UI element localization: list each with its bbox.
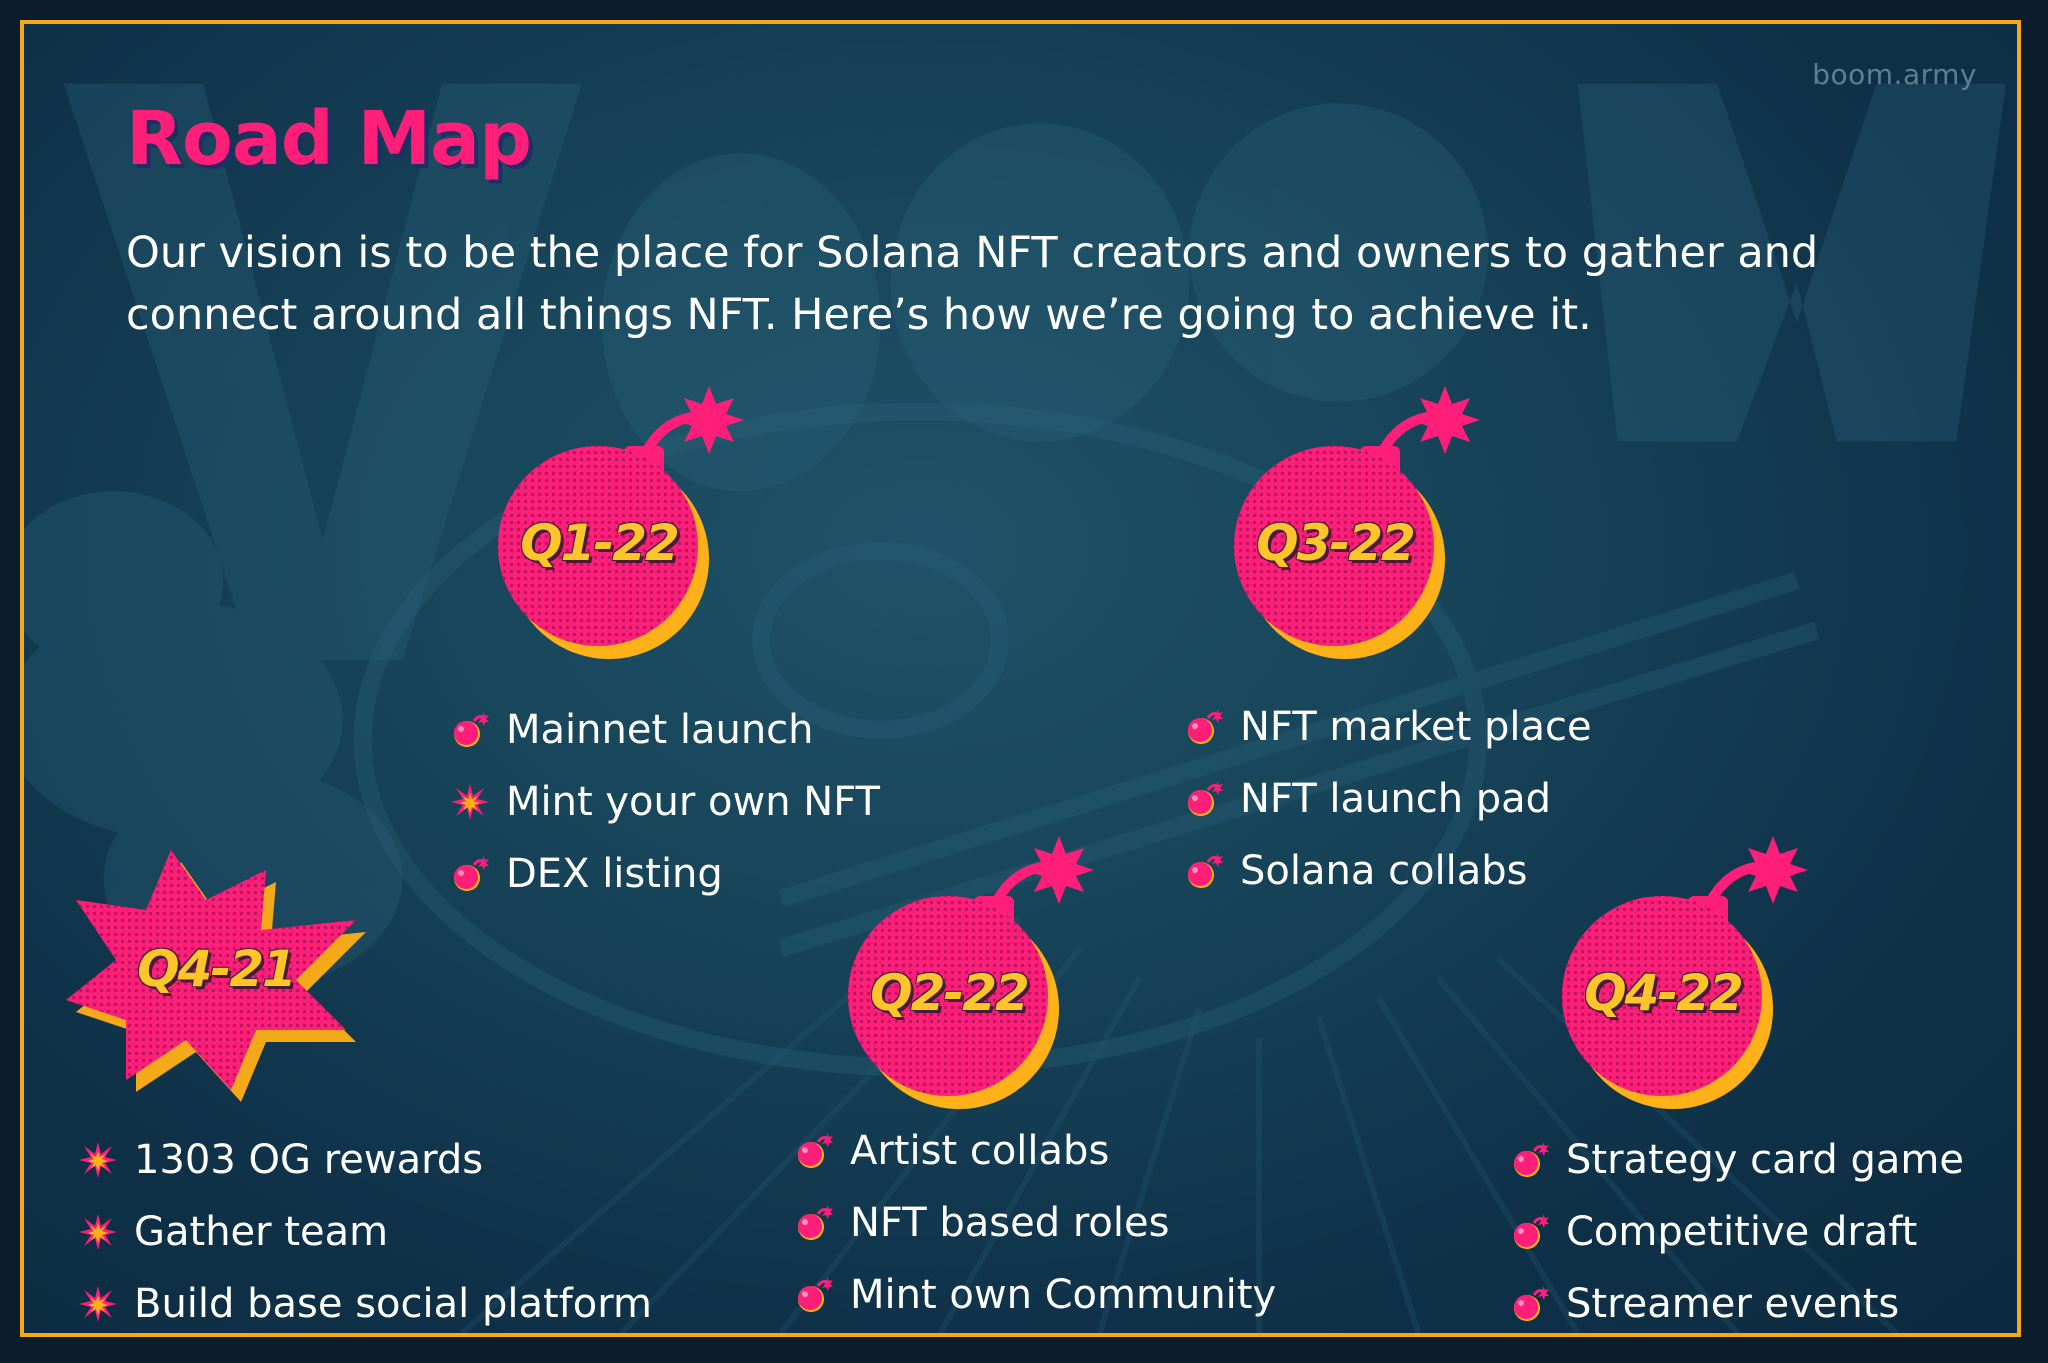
list-item: Mint own Community — [794, 1259, 1276, 1331]
badge-q3-22: Q3-22 — [1230, 386, 1530, 666]
item-label: Build base social platform — [134, 1281, 652, 1327]
item-label: Artist collabs — [850, 1128, 1110, 1174]
bomb-icon — [450, 710, 490, 750]
item-label: Competitive draft — [1566, 1209, 1918, 1255]
badge-label: Q3-22 — [1256, 514, 1416, 572]
item-label: Solana collabs — [1240, 848, 1528, 894]
intro-paragraph: Our vision is to be the place for Solana… — [126, 228, 1819, 340]
item-label: NFT based roles — [850, 1200, 1170, 1246]
background-vroom-art — [24, 83, 2007, 1333]
starburst-icon — [66, 850, 366, 1102]
item-label: NFT market place — [1240, 704, 1592, 750]
list-item: Solana collabs — [1184, 835, 1592, 907]
badge-label: Q2-22 — [870, 964, 1030, 1022]
list-item: Streamer events — [1510, 1268, 1964, 1333]
item-label: Mint own Community — [850, 1272, 1277, 1318]
burst-icon — [78, 1140, 118, 1180]
watermark-text: boom.army — [1812, 58, 1977, 91]
list-item: Competitive draft — [1510, 1196, 1964, 1268]
list-item: NFT based roles — [794, 1187, 1276, 1259]
item-label: DEX listing — [506, 851, 723, 897]
bomb-icon — [1184, 707, 1224, 747]
list-item: Build base social platform — [78, 1268, 652, 1333]
page-title: Road Map — [126, 96, 532, 182]
list-item: Gather team — [78, 1196, 652, 1268]
item-label: 1303 OG rewards — [134, 1137, 484, 1183]
burst-icon — [78, 1284, 118, 1324]
q2-22-list: Artist collabs NFT based roles Mint own … — [794, 1115, 1276, 1331]
q1-22-list: Mainnet launch Mint your own NFT DEX lis… — [450, 694, 880, 910]
bomb-icon — [794, 1203, 834, 1243]
bomb-icon — [1184, 779, 1224, 819]
q3-22-list: NFT market place NFT launch pad Solana c… — [1184, 691, 1592, 907]
badge-q2-22: Q2-22 — [844, 836, 1144, 1116]
list-item: Mainnet launch — [450, 694, 880, 766]
roadmap-frame: boom.army Road Map Our vision is to be t… — [20, 20, 2021, 1337]
badge-label: Q1-22 — [520, 514, 680, 572]
burst-icon — [78, 1212, 118, 1252]
item-label: NFT launch pad — [1240, 776, 1552, 822]
item-label: Mint your own NFT — [506, 779, 880, 825]
badge-q4-22: Q4-22 — [1558, 836, 1858, 1116]
list-item: NFT market place — [1184, 691, 1592, 763]
list-item: Mint your own NFT — [450, 766, 880, 838]
list-item: 1303 OG rewards — [78, 1124, 652, 1196]
bomb-icon — [1510, 1140, 1550, 1180]
q4-22-list: Strategy card game Competitive draft Str… — [1510, 1124, 1964, 1333]
bomb-icon — [1510, 1284, 1550, 1324]
bomb-icon — [1510, 1212, 1550, 1252]
bomb-icon — [794, 1131, 834, 1171]
q4-21-list: 1303 OG rewards Gather team Build base s… — [78, 1124, 652, 1333]
list-item: Artist collabs — [794, 1115, 1276, 1187]
bomb-icon — [1234, 386, 1480, 659]
bomb-icon — [1184, 851, 1224, 891]
badge-q1-22: Q1-22 — [494, 386, 794, 666]
badge-label: Q4-21 — [137, 940, 297, 998]
bomb-icon — [794, 1275, 834, 1315]
bomb-icon — [848, 836, 1094, 1109]
list-item: DEX listing — [450, 838, 880, 910]
list-item: NFT launch pad — [1184, 763, 1592, 835]
badge-label: Q4-22 — [1584, 964, 1744, 1022]
bomb-icon — [450, 854, 490, 894]
bomb-icon — [1562, 836, 1808, 1109]
list-item: Strategy card game — [1510, 1124, 1964, 1196]
item-label: Gather team — [134, 1209, 389, 1255]
burst-icon — [450, 782, 490, 822]
item-label: Strategy card game — [1566, 1137, 1964, 1183]
item-label: Streamer events — [1566, 1281, 1900, 1327]
badge-q4-21: Q4-21 — [56, 840, 386, 1110]
bomb-icon — [498, 386, 744, 659]
item-label: Mainnet launch — [506, 707, 814, 753]
